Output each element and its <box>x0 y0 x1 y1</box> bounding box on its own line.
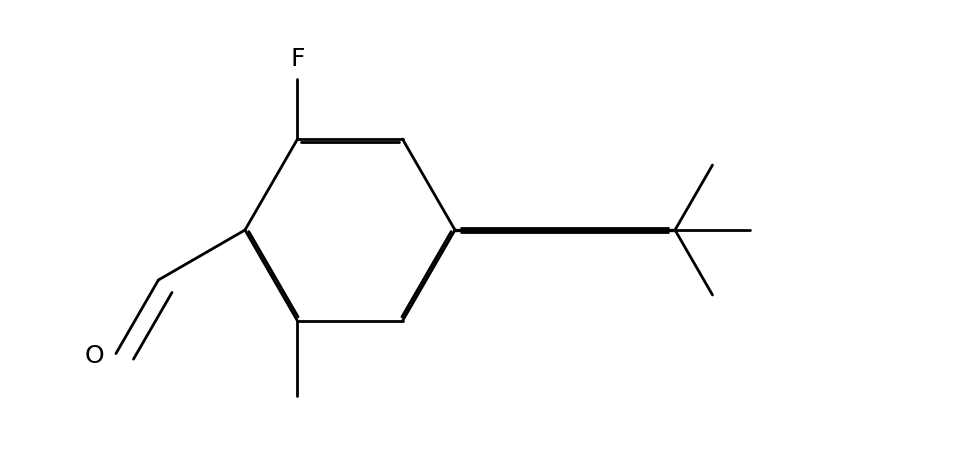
Text: O: O <box>84 344 104 368</box>
Text: F: F <box>290 47 305 71</box>
